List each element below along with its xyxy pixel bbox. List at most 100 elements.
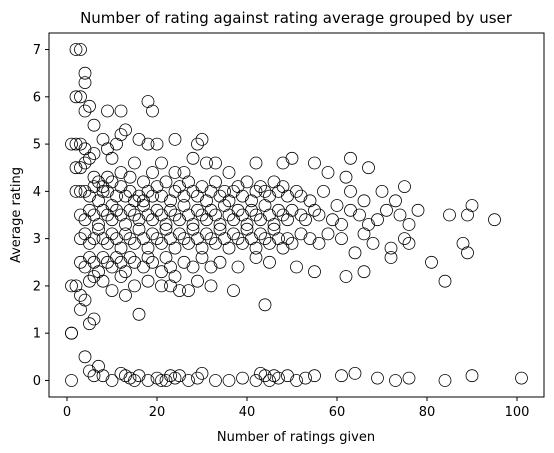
y-tick-label: 3 xyxy=(33,232,41,247)
data-point xyxy=(146,227,159,241)
data-point xyxy=(191,137,204,151)
data-point xyxy=(83,251,96,264)
data-point xyxy=(105,374,119,387)
data-point xyxy=(344,151,357,165)
data-point xyxy=(245,203,258,217)
data-point xyxy=(119,288,132,302)
data-point xyxy=(254,227,267,241)
data-point xyxy=(101,236,114,250)
data-point xyxy=(321,166,335,179)
data-point xyxy=(114,241,128,255)
data-point xyxy=(362,161,375,175)
data-point xyxy=(344,203,357,217)
data-point xyxy=(78,293,92,307)
data-point xyxy=(173,227,186,241)
data-point xyxy=(119,227,132,241)
data-point xyxy=(263,208,276,222)
data-point xyxy=(200,156,213,170)
data-point xyxy=(155,279,168,293)
data-point xyxy=(186,151,200,165)
data-point xyxy=(96,203,110,217)
data-point xyxy=(213,218,227,231)
data-point xyxy=(173,369,186,383)
data-point xyxy=(357,265,371,279)
data-point xyxy=(254,213,267,227)
data-point xyxy=(101,142,114,156)
data-point xyxy=(438,374,452,387)
data-point xyxy=(263,374,276,387)
data-point xyxy=(299,213,312,227)
data-point xyxy=(213,189,227,203)
data-point xyxy=(164,194,177,208)
data-point xyxy=(96,274,110,288)
data-point xyxy=(227,213,240,227)
data-point xyxy=(101,255,114,269)
data-point xyxy=(137,175,150,189)
data-point xyxy=(128,156,141,170)
data-point xyxy=(465,199,479,212)
data-point xyxy=(177,166,191,179)
data-point xyxy=(114,366,128,380)
data-point xyxy=(87,180,101,194)
data-point xyxy=(119,123,132,137)
data-point xyxy=(114,255,128,269)
data-point xyxy=(78,76,92,89)
data-point xyxy=(204,203,218,217)
data-point xyxy=(119,218,132,231)
data-point xyxy=(285,236,299,250)
data-point xyxy=(141,241,155,255)
data-point xyxy=(159,175,173,189)
data-point xyxy=(204,184,218,198)
data-point xyxy=(182,208,195,222)
data-point xyxy=(384,251,398,264)
data-point xyxy=(191,189,204,203)
data-point xyxy=(249,374,263,387)
data-point xyxy=(236,189,249,203)
data-point xyxy=(173,180,186,194)
data-point xyxy=(168,270,182,283)
data-point xyxy=(411,203,425,217)
data-point xyxy=(132,213,146,227)
data-point xyxy=(209,156,222,170)
data-point xyxy=(78,66,92,80)
data-point xyxy=(83,203,96,217)
data-point xyxy=(150,203,164,217)
data-point xyxy=(236,236,249,250)
data-point xyxy=(155,156,168,170)
data-point xyxy=(182,374,195,387)
data-point xyxy=(123,184,137,198)
data-point xyxy=(69,184,83,198)
data-point xyxy=(240,175,254,189)
data-point xyxy=(308,369,321,383)
data-point xyxy=(74,137,87,151)
data-point xyxy=(159,251,173,264)
data-point xyxy=(209,374,222,387)
y-tick-label: 1 xyxy=(33,327,41,342)
data-point xyxy=(222,166,236,179)
data-point xyxy=(195,366,209,380)
data-point xyxy=(290,374,303,387)
data-point xyxy=(276,156,290,170)
data-point xyxy=(69,137,83,151)
data-point xyxy=(339,270,353,283)
data-point xyxy=(150,180,164,194)
data-point xyxy=(168,371,182,385)
data-point xyxy=(74,161,87,175)
data-point xyxy=(69,161,83,175)
data-point xyxy=(371,371,384,385)
data-point xyxy=(177,189,191,203)
data-point xyxy=(465,369,479,383)
data-point xyxy=(258,369,272,383)
data-point xyxy=(123,251,137,264)
y-axis-label: Average rating xyxy=(9,167,24,263)
data-point xyxy=(191,274,204,288)
data-point xyxy=(195,251,209,264)
data-point xyxy=(443,208,456,222)
data-point xyxy=(200,194,213,208)
data-point xyxy=(402,236,416,250)
data-point xyxy=(146,166,159,179)
data-point xyxy=(83,99,96,113)
data-point xyxy=(267,218,281,231)
data-point xyxy=(438,274,452,288)
data-point xyxy=(168,241,182,255)
